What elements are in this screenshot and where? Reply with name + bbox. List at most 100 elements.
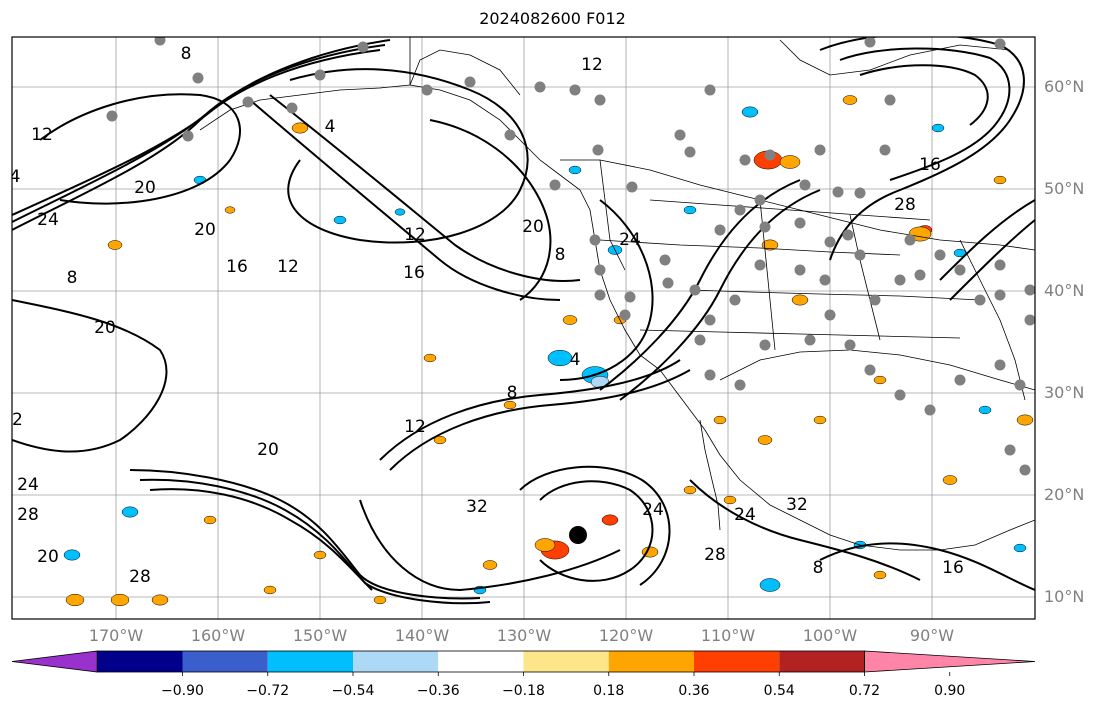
shaded-region <box>224 206 236 214</box>
station-marker <box>357 41 369 53</box>
shaded-region <box>482 560 498 570</box>
colorbar-segment <box>608 651 694 672</box>
station-marker <box>694 334 706 346</box>
contour-line <box>429 119 552 301</box>
station-marker <box>594 289 606 301</box>
contour-label: 12 <box>31 125 53 145</box>
station-marker <box>994 359 1006 371</box>
map-title: 2024082600 F012 <box>479 9 626 28</box>
station-marker <box>704 314 716 326</box>
lat-label: 40°N <box>1044 281 1085 300</box>
shaded-region <box>333 215 347 225</box>
contour-line <box>39 93 241 205</box>
station-marker <box>934 249 946 261</box>
contour-label: 4 <box>325 117 336 137</box>
colorbar-segment <box>353 651 439 672</box>
colorbar-frame <box>96 650 865 673</box>
contour-label: 20 <box>257 440 279 460</box>
shaded-region <box>931 123 945 133</box>
contour-label: 28 <box>704 545 726 565</box>
colorbar-segment <box>97 651 183 672</box>
contour-lines <box>12 37 1035 605</box>
contour-label: 24 <box>642 500 664 520</box>
coastline <box>849 214 881 341</box>
coastline <box>649 199 931 221</box>
lat-label: 20°N <box>1044 485 1085 504</box>
contour-line <box>819 542 1035 591</box>
contour-label: 12 <box>1 410 23 430</box>
contour-label: 28 <box>17 505 39 525</box>
shaded-region <box>723 495 737 505</box>
shaded-region <box>873 375 887 385</box>
station-marker <box>759 221 771 233</box>
station-marker <box>704 369 716 381</box>
colorbar-segment <box>694 651 780 672</box>
shaded-region <box>759 578 781 592</box>
coastline <box>599 239 901 256</box>
coastline <box>959 239 1026 401</box>
contour-label: 12 <box>404 225 426 245</box>
lon-label: 160°W <box>190 626 246 645</box>
contour-line <box>859 64 989 126</box>
lat-label: 30°N <box>1044 383 1085 402</box>
station-marker <box>154 37 166 46</box>
contour-line <box>359 499 621 592</box>
station-marker <box>894 274 906 286</box>
station-marker <box>994 259 1006 271</box>
contour-label: 16 <box>403 263 425 283</box>
plot-frame <box>11 36 1036 620</box>
shaded-region <box>547 349 573 367</box>
station-marker <box>714 224 726 236</box>
colorbar-tick-label: 0.72 <box>848 683 881 699</box>
contour-line <box>559 199 654 381</box>
colorbar-segment <box>182 651 268 672</box>
station-marker <box>764 149 776 161</box>
contour-line <box>519 465 671 586</box>
shaded-region <box>601 514 619 526</box>
station-marker <box>864 364 876 376</box>
station-marker <box>994 38 1006 50</box>
station-marker <box>1004 444 1016 456</box>
station-marker <box>824 236 836 248</box>
colorbar-segment <box>438 651 524 672</box>
station-markers <box>106 37 1035 476</box>
shaded-region <box>394 208 406 216</box>
colorbar-tick-label: −0.36 <box>416 683 460 699</box>
station-marker <box>869 294 881 306</box>
station-marker <box>794 264 806 276</box>
shaded-region <box>741 106 759 118</box>
station-marker <box>1024 314 1035 326</box>
contour-line <box>619 189 821 401</box>
lat-label: 60°N <box>1044 77 1085 96</box>
coastline <box>719 349 1035 391</box>
shaded-region <box>121 506 139 518</box>
shaded-region <box>110 593 130 607</box>
lat-label: 10°N <box>1044 587 1085 606</box>
station-marker <box>1024 284 1035 296</box>
lon-label: 150°W <box>292 626 348 645</box>
station-marker <box>534 81 546 93</box>
station-marker <box>589 234 601 246</box>
colorbar-tick-label: 0.36 <box>678 683 710 699</box>
station-marker <box>549 179 561 191</box>
shaded-region <box>313 550 327 560</box>
station-marker <box>904 234 916 246</box>
contour-label: 20 <box>194 220 216 240</box>
shaded-region <box>65 593 85 607</box>
plot-background <box>12 37 1035 619</box>
contour-label: 4 <box>10 167 21 187</box>
station-marker <box>1019 464 1031 476</box>
colorbar-tick-label: −0.90 <box>161 683 204 699</box>
station-marker <box>954 264 966 276</box>
station-marker <box>739 154 751 166</box>
contour-label: 16 <box>942 558 964 578</box>
coastline <box>560 159 1035 251</box>
lon-label: 90°W <box>909 626 955 645</box>
station-marker <box>954 374 966 386</box>
station-marker <box>759 339 771 351</box>
station-marker <box>884 94 896 106</box>
station-marker <box>754 194 766 206</box>
station-marker <box>592 144 604 156</box>
station-marker <box>659 254 671 266</box>
station-marker <box>192 72 204 84</box>
